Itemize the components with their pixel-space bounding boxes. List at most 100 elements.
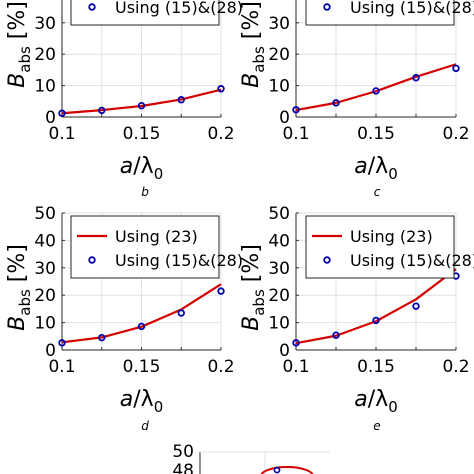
- data-point: [137, 322, 146, 331]
- y-tick-label: 50: [172, 442, 194, 462]
- data-point: [273, 466, 281, 474]
- y-axis-label: Babs [%]: [5, 244, 34, 331]
- x-label-main: /λ: [368, 154, 388, 179]
- data-point: [412, 74, 420, 82]
- y-tick-label: 0: [45, 341, 56, 361]
- y-tick-label: 20: [34, 286, 56, 306]
- panel-caption: e: [373, 419, 380, 433]
- x-label-symbol: a: [120, 387, 133, 412]
- y-tick-label: 10: [268, 77, 290, 97]
- y-tick-label: 40: [268, 231, 290, 251]
- data-point: [412, 302, 420, 310]
- legend-marker-swatch: [323, 256, 331, 264]
- y-label-subscript: abs: [250, 46, 268, 73]
- data-point: [292, 106, 300, 114]
- data-point: [372, 316, 380, 325]
- data-point: [98, 333, 106, 342]
- chart-panel-d: 0 10 20 30 40 50 0.1 0.15 0.2 Using (23) Using (15…: [5, 204, 243, 433]
- legend-marker-swatch: [323, 3, 331, 11]
- y-label-symbol: B: [239, 73, 264, 88]
- data-point: [177, 96, 185, 104]
- y-tick-label: 48: [172, 461, 194, 474]
- data-point: [217, 85, 225, 93]
- x-tick-label: 0.15: [357, 124, 395, 144]
- y-label-unit: [%]: [5, 1, 30, 46]
- y-axis-label: Babs [%]: [239, 1, 268, 88]
- x-tick-label: 0.1: [48, 124, 75, 144]
- data-point: [177, 309, 185, 317]
- data-point: [58, 109, 66, 117]
- series-line-0: [295, 268, 457, 345]
- data-point: [372, 87, 380, 95]
- y-tick-label: 20: [268, 45, 290, 65]
- x-tick-label: 0.15: [123, 124, 161, 144]
- y-tick-label: 50: [268, 204, 290, 224]
- y-label-symbol: B: [5, 316, 30, 331]
- y-tick-label: 0: [45, 108, 56, 128]
- data-point: [137, 101, 146, 110]
- y-tick-label: 30: [34, 259, 56, 279]
- x-tick-label: 0.15: [357, 357, 395, 377]
- y-label-subscript: abs: [16, 289, 34, 316]
- y-axis-label: Babs [%]: [239, 244, 268, 331]
- panel-caption: b: [141, 185, 149, 199]
- y-tick-label: 40: [34, 231, 56, 251]
- chart-panel-e: 0 10 20 30 40 50 0.1 0.15 0.2 Using (23) Using (15…: [239, 204, 474, 433]
- x-label-main: /λ: [133, 387, 153, 412]
- y-label-unit: [%]: [239, 244, 264, 289]
- y-tick-label: 40: [34, 0, 56, 2]
- x-label-symbol: a: [354, 154, 367, 179]
- y-tick-label: 10: [268, 314, 290, 334]
- y-tick-label: 0: [279, 341, 290, 361]
- x-tick-label: 0.2: [442, 124, 469, 144]
- x-tick-label: 0.1: [282, 357, 309, 377]
- legend-box: [70, 215, 220, 279]
- data-point: [58, 339, 66, 347]
- series-line-0: [295, 63, 457, 112]
- data-point: [292, 339, 300, 347]
- x-label-main: /λ: [368, 387, 388, 412]
- y-tick-label: 50: [34, 204, 56, 224]
- x-tick-label: 0.2: [207, 357, 234, 377]
- legend-label: Using (15)&(28): [350, 251, 474, 270]
- x-axis-label: a/λ0: [354, 387, 397, 416]
- data-point: [452, 64, 460, 73]
- x-tick-label: 0.15: [123, 357, 161, 377]
- x-label-subscript: 0: [154, 398, 164, 416]
- panel-caption: c: [374, 185, 381, 199]
- series-line-0: [61, 88, 222, 115]
- highlight-ellipse: [260, 466, 314, 474]
- y-tick-label: 30: [268, 259, 290, 279]
- y-label-subscript: abs: [16, 46, 34, 73]
- legend-marker-swatch: [88, 3, 96, 11]
- legend-label: Using (23): [350, 227, 433, 246]
- legend-box: [305, 0, 455, 26]
- x-label-subscript: 0: [388, 398, 398, 416]
- legend-label: Using (15)&(28): [115, 251, 243, 270]
- y-tick-label: 0: [279, 108, 290, 128]
- x-label-subscript: 0: [154, 165, 164, 183]
- y-label-unit: [%]: [5, 244, 30, 289]
- legend-label: Using (15)&(28): [115, 0, 243, 17]
- panel-caption: d: [141, 419, 149, 433]
- data-point: [332, 331, 340, 339]
- x-tick-label: 0.1: [282, 124, 309, 144]
- x-axis-label: a/λ0: [120, 387, 163, 416]
- y-label-symbol: B: [5, 73, 30, 88]
- y-label-symbol: B: [239, 316, 264, 331]
- y-tick-label: 30: [34, 14, 56, 34]
- x-axis-label: a/λ0: [120, 154, 163, 183]
- y-tick-label: 20: [268, 286, 290, 306]
- y-tick-label: 30: [268, 14, 290, 34]
- legend-label: Using (23): [115, 227, 198, 246]
- x-label-subscript: 0: [388, 165, 398, 183]
- y-tick-label: 20: [34, 45, 56, 65]
- x-tick-label: 0.1: [48, 357, 75, 377]
- y-tick-label: 10: [34, 314, 56, 334]
- y-label-subscript: abs: [250, 289, 268, 316]
- y-axis-label: Babs [%]: [5, 1, 34, 88]
